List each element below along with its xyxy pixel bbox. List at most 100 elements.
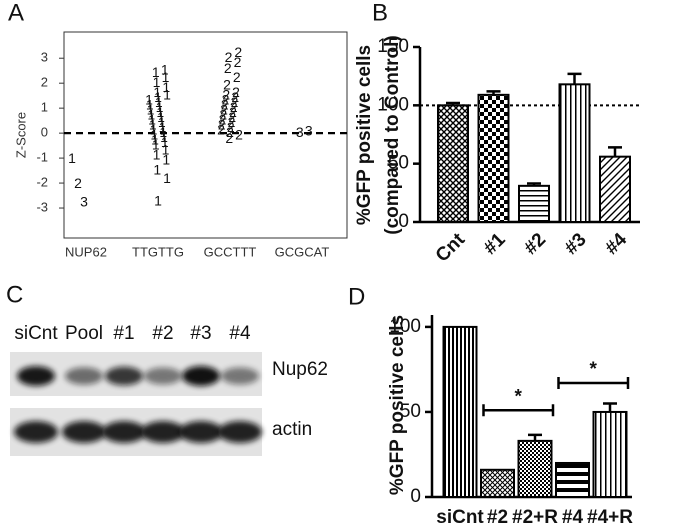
data-point: 1 xyxy=(160,129,168,145)
data-point: 1 xyxy=(151,131,159,147)
data-point: 1 xyxy=(162,79,170,95)
bar xyxy=(437,104,469,223)
blot-band xyxy=(218,421,262,443)
lane-label: #2 xyxy=(152,323,173,344)
data-point: 1 xyxy=(153,74,161,90)
x-tick-label: #2 xyxy=(520,229,550,259)
data-point: 1 xyxy=(163,86,171,102)
x-tick-label: #4+R xyxy=(587,507,633,528)
bar xyxy=(558,83,591,224)
blot-band xyxy=(221,367,259,385)
data-point: 2 xyxy=(228,109,236,125)
data-point: 1 xyxy=(153,146,161,162)
x-tick-label: TTGTTG xyxy=(132,244,184,259)
y-tick-label: 0 xyxy=(398,211,409,232)
data-point: 1 xyxy=(148,111,156,127)
y-tick-label: -2 xyxy=(36,175,48,190)
data-point: 1 xyxy=(146,96,154,112)
x-tick-label: siCnt xyxy=(436,507,484,528)
blot-band xyxy=(141,421,185,443)
blot-band xyxy=(65,367,103,385)
error-bar xyxy=(527,182,541,186)
lane-label: siCnt xyxy=(14,323,58,344)
y-tick-label: -3 xyxy=(36,199,48,214)
data-point: 2 xyxy=(231,89,239,105)
error-bar xyxy=(567,72,582,85)
y-tick-label: 2 xyxy=(41,75,48,90)
data-point: 2 xyxy=(229,104,237,120)
data-point: 1 xyxy=(161,134,169,150)
data-point: 2 xyxy=(217,121,225,137)
data-point: 2 xyxy=(219,111,227,127)
data-point: 2 xyxy=(227,119,235,135)
x-tick-label: #4 xyxy=(562,507,584,528)
error-bar xyxy=(446,101,460,106)
x-tick-label: Cnt xyxy=(432,229,470,267)
bar xyxy=(480,468,515,498)
x-tick-label: GCGCAT xyxy=(275,244,330,259)
bar xyxy=(599,155,631,224)
data-point: 1 xyxy=(156,99,164,115)
data-point: 2 xyxy=(219,106,227,122)
data-point: 2 xyxy=(220,101,228,117)
data-point: 2 xyxy=(231,94,239,110)
significance-bracket xyxy=(557,377,630,390)
blot-band xyxy=(182,366,220,386)
data-point: 2 xyxy=(234,44,242,60)
bar xyxy=(442,325,478,499)
data-point: 1 xyxy=(163,170,171,186)
x-tick-label: #4 xyxy=(601,229,631,259)
lane-label: #1 xyxy=(113,323,134,344)
data-point: 2 xyxy=(226,124,234,140)
data-point: 1 xyxy=(147,101,155,117)
bar xyxy=(477,93,510,223)
data-point: 1 xyxy=(147,106,155,122)
bar xyxy=(517,439,553,499)
data-point: 3 xyxy=(296,124,304,140)
panel-label: B xyxy=(372,0,388,26)
data-point: 1 xyxy=(162,69,170,85)
blot-band xyxy=(144,367,182,385)
y-axis-label: %GFP positive cells xyxy=(387,315,408,495)
data-point: 1 xyxy=(153,161,161,177)
x-tick-label: #2+R xyxy=(512,507,558,528)
data-point: 1 xyxy=(152,136,160,152)
data-point: 2 xyxy=(225,49,233,65)
y-tick-label: 150 xyxy=(377,36,409,57)
y-tick-label: 1 xyxy=(41,100,48,115)
data-point: 3 xyxy=(80,194,88,210)
x-tick-label: #3 xyxy=(561,229,591,259)
data-point: 2 xyxy=(218,116,226,132)
y-tick-label: -1 xyxy=(36,150,48,165)
y-tick-label: 50 xyxy=(388,153,409,174)
data-point: 1 xyxy=(150,121,158,137)
data-point: 2 xyxy=(221,96,229,112)
panel-label: C xyxy=(6,281,23,308)
data-point: 2 xyxy=(222,91,230,107)
x-tick-label: #2 xyxy=(487,507,508,528)
blot-band xyxy=(17,366,55,386)
y-axis-label: (compared to Control) xyxy=(382,35,403,235)
data-point: 1 xyxy=(154,192,162,208)
y-axis-label: Z-Score xyxy=(13,112,28,158)
y-tick-label: 3 xyxy=(41,50,48,65)
error-bar xyxy=(603,402,617,412)
y-tick-label: 0 xyxy=(41,125,48,140)
data-point: 1 xyxy=(162,151,170,167)
bar xyxy=(518,184,550,223)
y-tick-label: 100 xyxy=(389,316,421,337)
blot-band xyxy=(102,421,146,443)
data-point: 1 xyxy=(155,94,163,110)
significance-label: * xyxy=(515,386,523,407)
blot-band xyxy=(62,421,106,443)
lane-label: Pool xyxy=(65,323,103,344)
data-point: 2 xyxy=(222,86,230,102)
data-point: 2 xyxy=(225,130,233,146)
lane-label: #3 xyxy=(190,323,211,344)
blot-band xyxy=(179,421,223,443)
row-label: Nup62 xyxy=(272,359,328,380)
data-point: 1 xyxy=(161,61,169,77)
error-bar xyxy=(528,433,542,441)
data-point: 1 xyxy=(68,150,76,166)
